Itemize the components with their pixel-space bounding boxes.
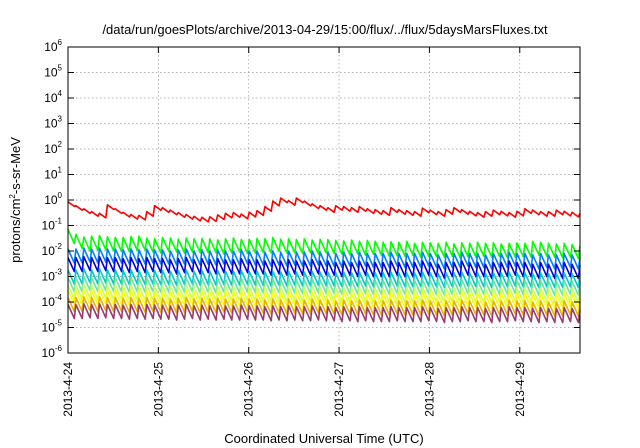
- series-group: [67, 197, 581, 324]
- y-axis-label: protons/cm2-s-sr-MeV: [8, 137, 23, 263]
- y-ticks: 10610510410310210110010-110-210-310-410-…: [42, 38, 580, 360]
- y-tick-label-exp: -2: [55, 242, 63, 251]
- series-line: [67, 247, 581, 270]
- y-tick-label-exp: -1: [55, 217, 63, 226]
- y-tick-label: 10-1: [42, 217, 63, 233]
- x-tick-label: 2013-4-24: [61, 362, 75, 417]
- y-tick-label-base: 10: [42, 295, 56, 309]
- y-tick-label-base: 10: [44, 66, 58, 80]
- series-line: [67, 255, 581, 280]
- y-tick-label: 103: [44, 115, 62, 131]
- series-line: [67, 289, 581, 310]
- y-tick-label-exp: 0: [58, 191, 63, 200]
- y-tick-label-exp: -6: [55, 344, 63, 353]
- y-tick-label-base: 10: [44, 168, 58, 182]
- y-tick-label-exp: 1: [58, 166, 63, 175]
- x-tick-label: 2013-4-27: [332, 362, 346, 417]
- y-tick-label: 10-6: [42, 344, 63, 360]
- y-tick-label-exp: -4: [55, 293, 63, 302]
- y-tick-label-base: 10: [42, 346, 56, 360]
- y-tick-label-base: 10: [44, 40, 58, 54]
- y-tick-label-base: 10: [44, 142, 58, 156]
- chart-title: /data/run/goesPlots/archive/2013-04-29/1…: [102, 22, 548, 37]
- y-tick-label-exp: -3: [55, 268, 63, 277]
- y-tick-label-base: 10: [44, 91, 58, 105]
- y-axis-label-sup: 2: [8, 194, 17, 199]
- y-tick-label: 101: [44, 166, 62, 182]
- series-line: [67, 197, 581, 223]
- series-line: [67, 229, 581, 260]
- series-line: [67, 303, 581, 324]
- y-tick-label: 102: [44, 140, 62, 156]
- x-tick-label: 2013-4-25: [151, 362, 165, 417]
- series-line: [67, 268, 581, 289]
- y-tick-label-exp: 3: [58, 115, 63, 124]
- y-tick-label-base: 10: [42, 321, 56, 335]
- y-tick-label-exp: 6: [58, 38, 63, 47]
- x-ticks: 2013-4-24 2013-4-25 2013-4-26 2013-4-27 2013…: [61, 47, 527, 417]
- y-tick-label-base: 10: [42, 244, 56, 258]
- y-tick-label-exp: 4: [58, 89, 63, 98]
- y-tick-label-base: 10: [42, 219, 56, 233]
- y-tick-label: 105: [44, 64, 62, 80]
- y-axis-label-base: protons/cm: [8, 199, 23, 263]
- y-tick-label-base: 10: [44, 117, 58, 131]
- y-tick-label: 106: [44, 38, 62, 54]
- y-tick-label: 100: [44, 191, 62, 207]
- y-tick-label-base: 10: [44, 193, 58, 207]
- x-tick-label: 2013-4-29: [513, 362, 527, 417]
- y-tick-label-exp: -5: [55, 319, 63, 328]
- y-tick-label-exp: 5: [58, 64, 63, 73]
- y-tick-label: 104: [44, 89, 62, 105]
- x-tick-label: 2013-4-28: [422, 362, 436, 417]
- x-axis-label: Coordinated Universal Time (UTC): [224, 431, 423, 446]
- y-tick-label: 10-2: [42, 242, 63, 258]
- x-tick-label: 2013-4-26: [242, 362, 256, 417]
- y-tick-label: 10-5: [42, 319, 63, 335]
- y-tick-label-exp: 2: [58, 140, 63, 149]
- y-tick-label: 10-3: [42, 268, 63, 284]
- y-tick-label: 10-4: [42, 293, 63, 309]
- y-axis-label-rest: -s-sr-MeV: [8, 137, 23, 194]
- y-tick-label-base: 10: [42, 270, 56, 284]
